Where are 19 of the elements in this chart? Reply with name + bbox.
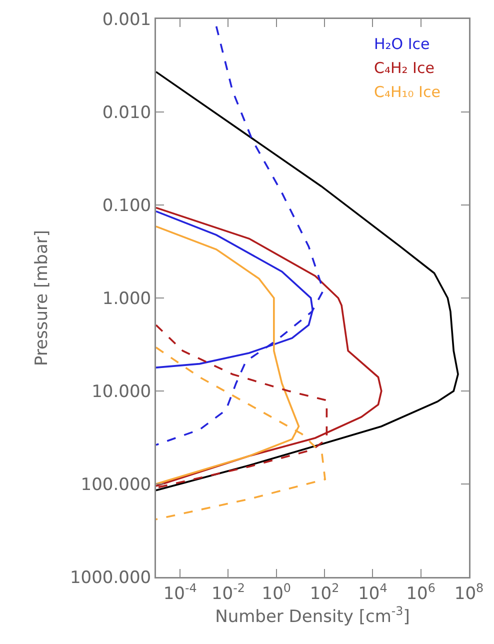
x-tick-label: 10$^{2}$ <box>310 580 340 604</box>
x-tick-label: 10$^{-2}$ <box>211 580 245 604</box>
y-tick-label: 1.000 <box>102 288 152 309</box>
y-tick-label: 100.000 <box>80 474 152 495</box>
x-tick-label: 10$^{-4}$ <box>163 580 197 604</box>
text: H₂O Ice <box>374 35 430 53</box>
x-axis-title: Number Density [cm$^{-3}$] <box>215 604 410 628</box>
y-tick-label: 0.010 <box>102 102 152 123</box>
x-tick-label: 10$^{8}$ <box>454 580 484 604</box>
y-tick-label: 0.100 <box>102 196 152 216</box>
y-tick-label: 1000.000 <box>70 568 152 588</box>
x-tick-label: 10$^{6}$ <box>406 580 436 604</box>
text: C₄H₂ Ice <box>374 59 434 77</box>
y-tick-label: 0.001 <box>102 10 152 30</box>
y-tick-label: 10.000 <box>92 382 152 402</box>
x-tick-label: 10$^{0}$ <box>262 580 291 604</box>
y-axis-title: Pressure [mbar] <box>32 230 52 366</box>
text: C₄H₁₀ Ice <box>374 83 440 101</box>
x-tick-label: 10$^{4}$ <box>358 580 388 604</box>
